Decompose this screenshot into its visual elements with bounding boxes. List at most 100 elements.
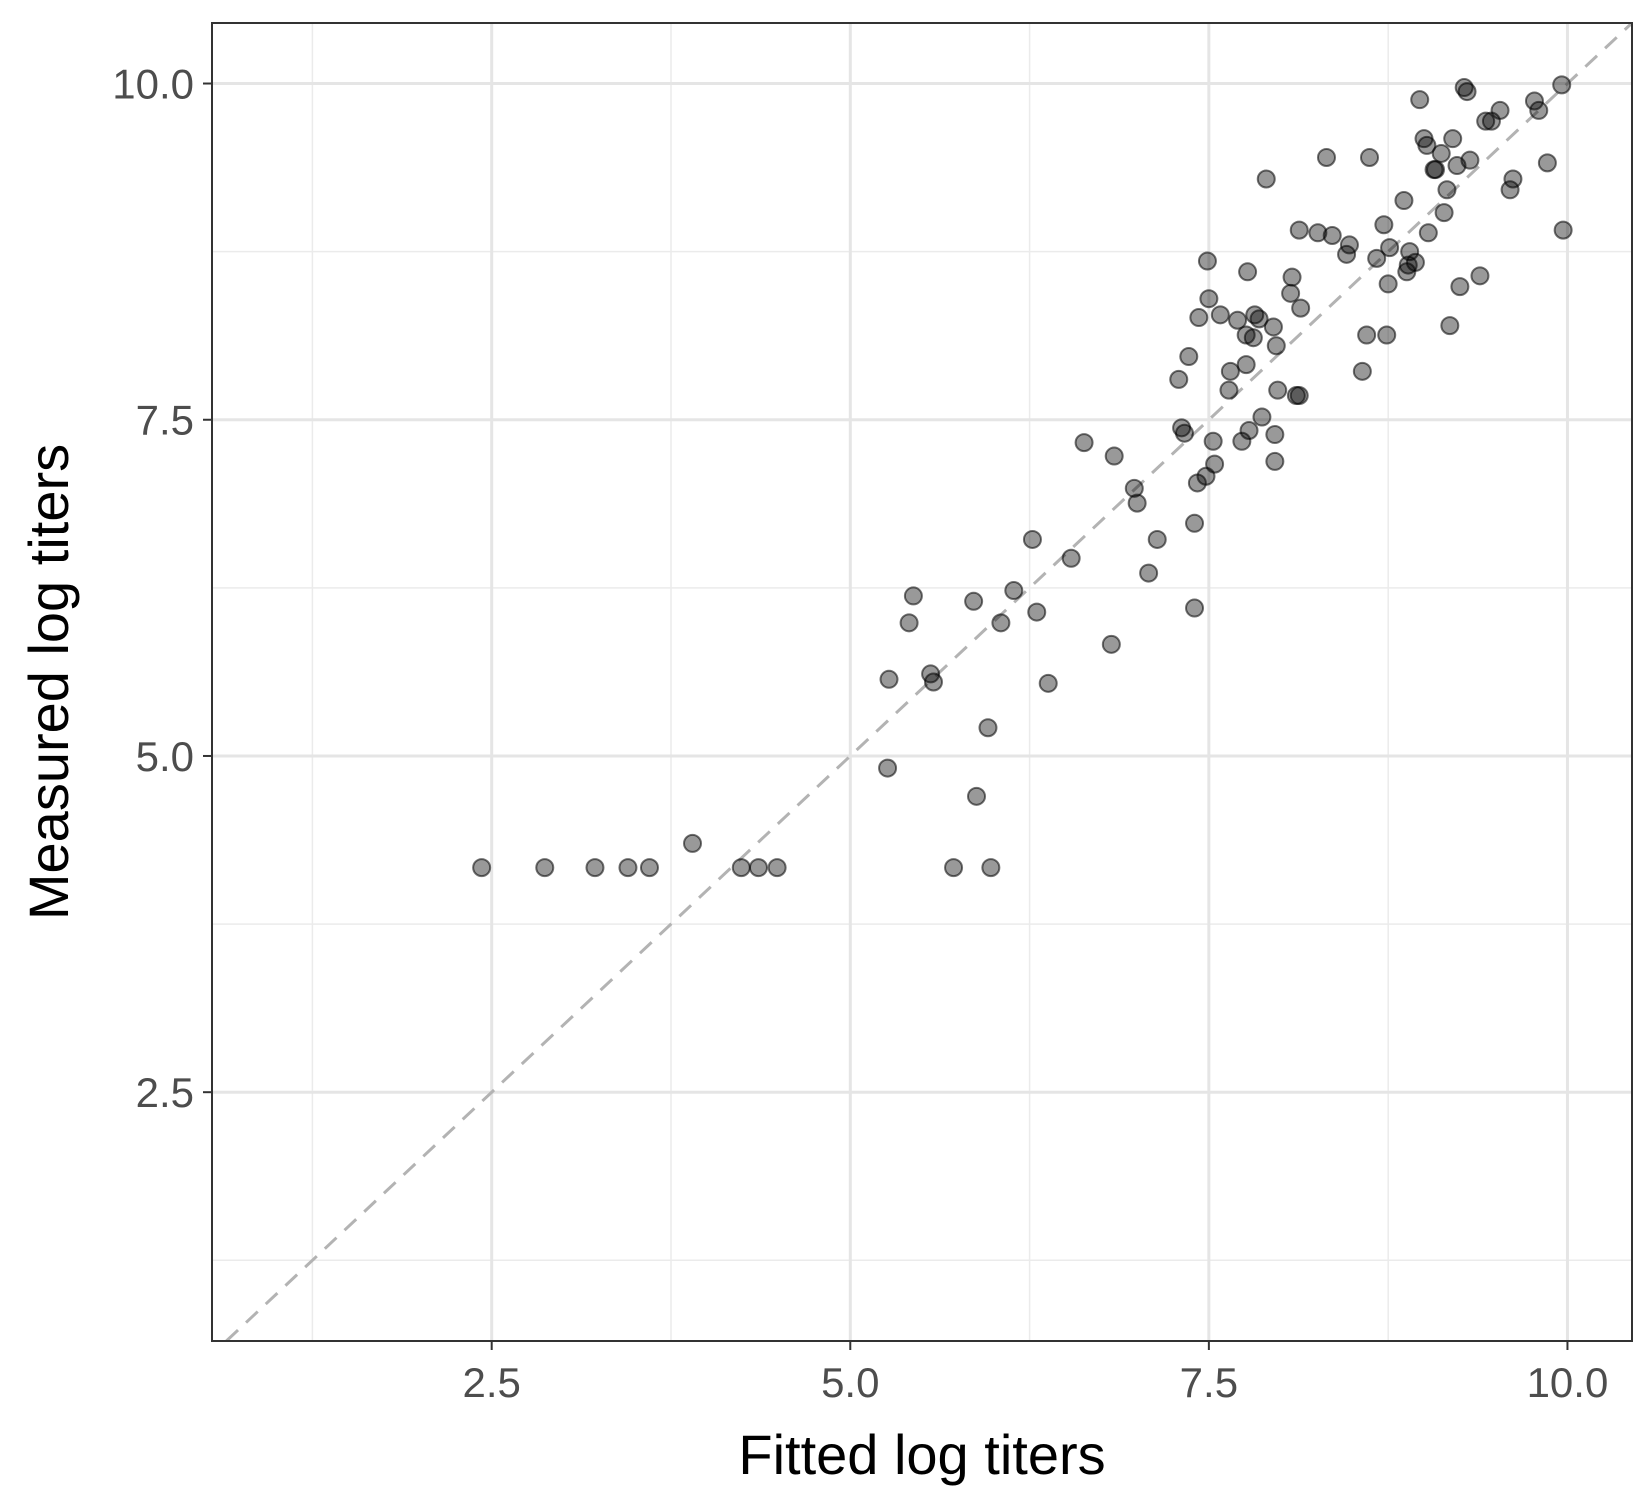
data-point [1431,143,1451,163]
x-tick-label: 10.0 [1527,1359,1609,1406]
data-point [1236,355,1256,375]
minor-gridlines [212,23,1632,1341]
data-point [1374,215,1394,235]
x-axis-title: Fitted log titers [738,1423,1105,1486]
data-point [1228,310,1248,330]
data-point [1450,277,1470,297]
data-point [1219,380,1239,400]
data-point [1357,325,1377,345]
data-point [1169,369,1189,389]
data-point [1378,274,1398,294]
data-point [1457,82,1477,102]
data-point [731,858,751,878]
x-tick-label: 5.0 [821,1359,879,1406]
data-point [1281,283,1301,303]
data-point [1268,380,1288,400]
data-point [1316,147,1336,167]
data-point [1289,386,1309,406]
data-point [1252,407,1272,427]
data-point [1249,309,1269,329]
data-point [1179,347,1199,367]
data-point [1529,100,1549,120]
panel-background [212,23,1632,1341]
data-point [1265,425,1285,445]
data-point [903,586,923,606]
data-point [1339,235,1359,255]
data-point [1552,75,1572,95]
data-point [1352,361,1372,381]
data-point [878,758,898,778]
data-point [1308,223,1328,243]
data-point [1256,169,1276,189]
data-point [1101,634,1121,654]
data-point [1440,316,1460,336]
data-point [748,858,768,878]
data-point [1239,421,1259,441]
data-point [1074,433,1094,453]
data-point [767,858,787,878]
y-tick-label: 2.5 [136,1069,194,1116]
data-point [1185,598,1205,618]
data-point [1322,225,1342,245]
data-point [967,786,987,806]
data-point [585,858,605,878]
data-point [1147,529,1167,549]
data-point [1553,220,1573,240]
panel-border [211,22,1633,1342]
data-point [1400,242,1420,262]
data-point [1210,305,1230,325]
data-point [1490,100,1510,120]
data-point [639,858,659,878]
data-point [1266,336,1286,356]
data-point [1004,581,1024,601]
data-point [1380,238,1400,258]
data-point [1238,262,1258,282]
data-point [1174,423,1194,443]
data-point [472,858,492,878]
y-tick-label: 10.0 [112,61,194,108]
x-tick-label: 2.5 [463,1359,521,1406]
data-point [1282,267,1302,287]
data-point [899,613,919,633]
data-point [535,858,555,878]
data-point [1197,251,1217,271]
data-point [1027,602,1047,622]
data-point [1185,513,1205,533]
data-point [1503,169,1523,189]
data-point [1405,252,1425,272]
data-point [1460,150,1480,170]
data-point [978,718,998,738]
plot-panel [211,21,1634,1343]
data-point [1291,298,1311,318]
data-point [1220,361,1240,381]
data-point [1500,180,1520,200]
data-point [981,858,1001,878]
data-point [1205,454,1225,474]
data-point [1410,90,1430,110]
data-point [1418,223,1438,243]
y-axis: 2.5 5.0 7.5 10.0 [112,61,212,1116]
data-point [964,591,984,611]
data-point [944,858,964,878]
data-point [1360,147,1380,167]
data-point [1443,129,1463,149]
data-point [1232,431,1252,451]
data-point [1203,431,1223,451]
y-axis-title: Measured log titers [17,444,80,920]
y-tick-label: 5.0 [136,733,194,780]
data-point [1104,446,1124,466]
data-point [1289,220,1309,240]
data-point [1377,325,1397,345]
identity-reference-line [225,21,1634,1343]
data-point [1243,328,1263,348]
data-points [472,75,1573,878]
data-point [1139,563,1159,583]
x-axis: 2.5 5.0 7.5 10.0 [463,1341,1609,1406]
data-point [1022,529,1042,549]
data-point [879,669,899,689]
data-point [923,672,943,692]
data-point [1524,91,1544,111]
data-point [683,833,703,853]
data-point [1189,308,1209,328]
data-point [1476,111,1496,131]
